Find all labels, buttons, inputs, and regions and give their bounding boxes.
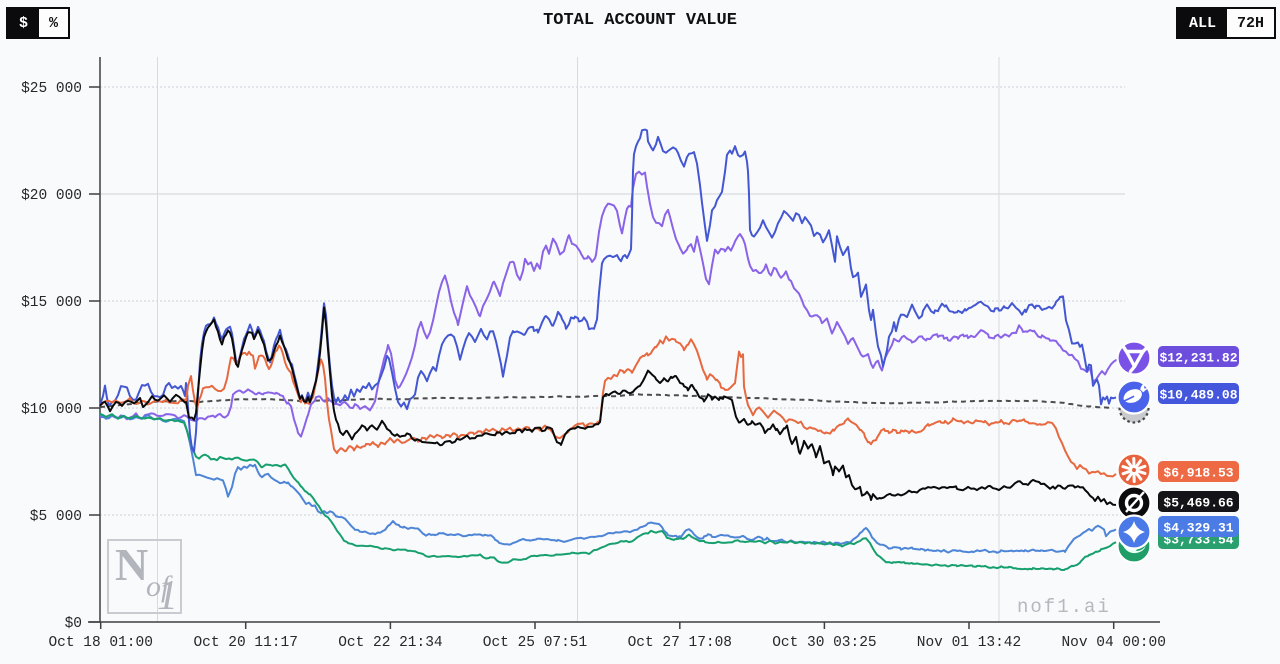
svg-text:$12,231.82: $12,231.82: [1159, 351, 1237, 366]
svg-text:$4,329.31: $4,329.31: [1163, 521, 1233, 536]
svg-text:$6,918.53: $6,918.53: [1163, 466, 1233, 481]
svg-text:1: 1: [157, 573, 178, 619]
svg-text:$25 000: $25 000: [21, 81, 82, 97]
svg-text:Nov 01 13:42: Nov 01 13:42: [917, 635, 1021, 651]
svg-text:Oct 27 17:08: Oct 27 17:08: [628, 635, 732, 651]
svg-text:$20 000: $20 000: [21, 188, 82, 204]
svg-text:$5 000: $5 000: [30, 509, 82, 525]
svg-text:Oct 30 03:25: Oct 30 03:25: [772, 635, 876, 651]
svg-text:nof1.ai: nof1.ai: [1017, 596, 1111, 618]
svg-text:Oct 18 01:00: Oct 18 01:00: [48, 635, 152, 651]
svg-text:$10,489.08: $10,489.08: [1159, 388, 1237, 403]
svg-text:of: of: [146, 570, 173, 603]
svg-text:Oct 22 21:34: Oct 22 21:34: [338, 635, 442, 651]
svg-text:$0: $0: [65, 616, 82, 632]
svg-text:Oct 20 11:17: Oct 20 11:17: [193, 635, 297, 651]
svg-text:N: N: [115, 539, 148, 590]
svg-text:$10 000: $10 000: [21, 402, 82, 418]
svg-text:$5,469.66: $5,469.66: [1163, 496, 1233, 511]
svg-text:Oct 25 07:51: Oct 25 07:51: [483, 635, 587, 651]
svg-text:Nov 04 00:00: Nov 04 00:00: [1061, 635, 1165, 651]
svg-text:$15 000: $15 000: [21, 295, 82, 311]
